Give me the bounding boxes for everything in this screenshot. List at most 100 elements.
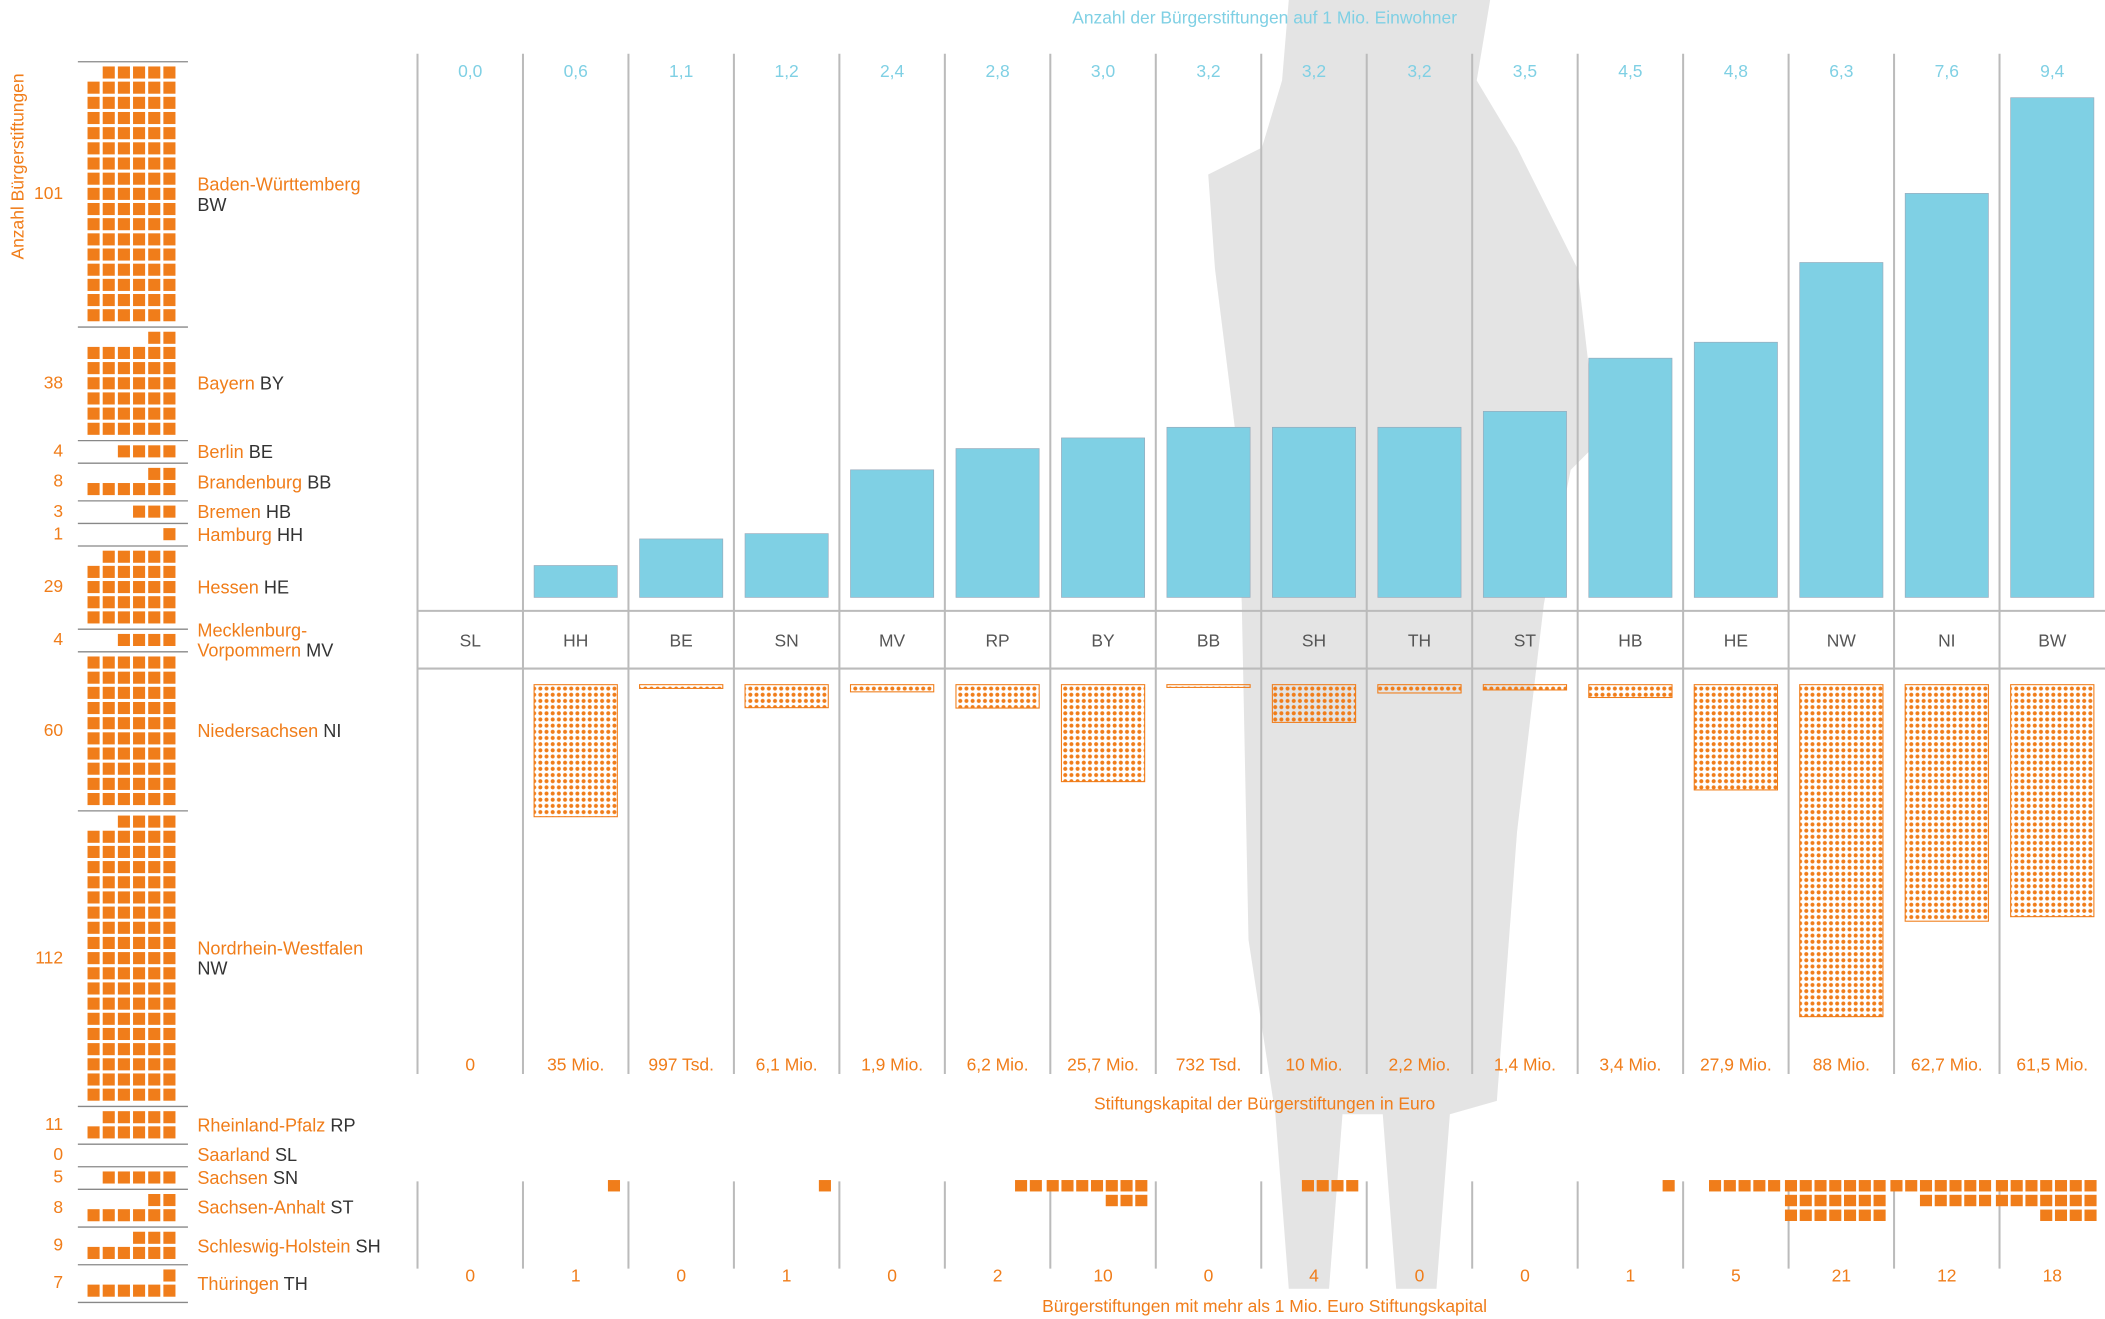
unit-group bbox=[163, 528, 176, 541]
value-label: 21 bbox=[1832, 1265, 1851, 1285]
state-label-text: Baden-Württemberg BW bbox=[197, 174, 385, 214]
unit-square bbox=[117, 248, 130, 261]
state-name: Hessen bbox=[197, 577, 259, 598]
value-label: 1 bbox=[1626, 1265, 1636, 1285]
value-label: 0 bbox=[465, 1265, 475, 1285]
unit-square bbox=[148, 392, 161, 405]
unit-square bbox=[163, 346, 176, 359]
unit-square bbox=[117, 81, 130, 94]
bar bbox=[1904, 193, 1989, 598]
value-label: 6,2 Mio. bbox=[967, 1055, 1029, 1075]
unit-square bbox=[102, 187, 115, 200]
unit-square bbox=[117, 921, 130, 934]
state-label-text: Nordrhein-Westfalen NW bbox=[197, 939, 385, 979]
unit-square bbox=[117, 1088, 130, 1101]
unit-square bbox=[87, 157, 100, 170]
unit-square bbox=[117, 263, 130, 276]
unit-square bbox=[163, 876, 176, 889]
unit-square bbox=[148, 1246, 161, 1259]
state-label: Sachsen SN bbox=[197, 1168, 298, 1188]
state-label-text: Berlin BE bbox=[197, 442, 273, 462]
state-label: Niedersachsen NI bbox=[197, 721, 341, 741]
unit-square bbox=[1814, 1194, 1827, 1207]
bar bbox=[1377, 426, 1462, 598]
unit-square bbox=[133, 701, 146, 715]
bar bbox=[1061, 437, 1146, 598]
state-name: Bayern bbox=[197, 373, 255, 394]
unit-square bbox=[117, 1209, 130, 1222]
unit-square bbox=[1090, 1180, 1104, 1192]
unit-square bbox=[148, 1209, 161, 1222]
unit-square bbox=[133, 1126, 146, 1139]
unit-square bbox=[1015, 1180, 1028, 1192]
bar bbox=[1588, 357, 1673, 598]
unit-square bbox=[87, 1043, 100, 1056]
unit-square bbox=[102, 278, 115, 291]
unit-group bbox=[87, 1194, 176, 1222]
value-label: 732 Tsd. bbox=[1176, 1055, 1242, 1075]
state-code: TH bbox=[283, 1273, 308, 1294]
unit-square bbox=[102, 66, 115, 79]
bar bbox=[639, 538, 724, 598]
state-label-text: Brandenburg BB bbox=[197, 472, 331, 492]
unit-square bbox=[102, 596, 115, 609]
unit-square bbox=[102, 346, 115, 359]
unit-square bbox=[163, 392, 176, 405]
unit-square bbox=[1829, 1209, 1842, 1221]
unit-square bbox=[1814, 1180, 1827, 1192]
unit-square bbox=[102, 96, 115, 109]
unit-square bbox=[148, 793, 161, 806]
unit-square bbox=[133, 921, 146, 934]
unit-square bbox=[133, 830, 146, 843]
unit-square bbox=[117, 876, 130, 889]
unit-square bbox=[1076, 1180, 1089, 1192]
unit-square bbox=[148, 1194, 161, 1207]
unit-square bbox=[148, 906, 161, 919]
unit-square bbox=[1784, 1194, 1798, 1207]
unit-square bbox=[87, 96, 100, 109]
unit-square bbox=[102, 127, 115, 140]
unit-square bbox=[102, 565, 115, 578]
unit-square bbox=[117, 967, 130, 980]
unit-square bbox=[102, 1171, 115, 1184]
unit-square bbox=[117, 891, 130, 904]
state-label-text: Mecklenburg-Vorpommern MV bbox=[197, 620, 385, 660]
unit-square bbox=[2069, 1194, 2082, 1207]
unit-square bbox=[102, 921, 115, 934]
count-label: 5 bbox=[53, 1167, 63, 1187]
unit-square bbox=[1919, 1194, 1933, 1207]
unit-square bbox=[117, 747, 130, 760]
unit-square bbox=[133, 876, 146, 889]
unit-square bbox=[1844, 1194, 1857, 1207]
capital-bar bbox=[1693, 684, 1779, 791]
unit-square bbox=[148, 967, 161, 980]
count-label: 60 bbox=[44, 720, 64, 740]
unit-square bbox=[117, 66, 130, 79]
bar bbox=[2010, 97, 2095, 598]
unit-square bbox=[133, 248, 146, 261]
unit-square bbox=[163, 815, 176, 828]
state-label-box: Rheinland-Pfalz RP bbox=[197, 1098, 385, 1152]
unit-square bbox=[117, 422, 130, 435]
unit-square bbox=[117, 671, 130, 684]
value-label: 7,6 bbox=[1935, 61, 1959, 81]
unit-square bbox=[87, 172, 100, 185]
unit-square bbox=[102, 1111, 115, 1124]
unit-group bbox=[102, 1171, 176, 1184]
unit-square bbox=[102, 717, 115, 730]
unit-square bbox=[133, 967, 146, 980]
unit-square bbox=[163, 248, 176, 261]
unit-square bbox=[163, 445, 176, 458]
unit-square bbox=[133, 861, 146, 874]
category-label: SH bbox=[1302, 630, 1326, 650]
unit-square bbox=[133, 309, 146, 322]
unit-square bbox=[163, 377, 176, 390]
unit-square bbox=[148, 1111, 161, 1124]
state-code: RP bbox=[330, 1115, 356, 1136]
unit-square bbox=[102, 997, 115, 1010]
unit-square bbox=[133, 1246, 146, 1259]
unit-square bbox=[1029, 1180, 1042, 1192]
unit-square bbox=[133, 1073, 146, 1086]
unit-square bbox=[163, 362, 176, 375]
count-label: 101 bbox=[34, 183, 63, 203]
